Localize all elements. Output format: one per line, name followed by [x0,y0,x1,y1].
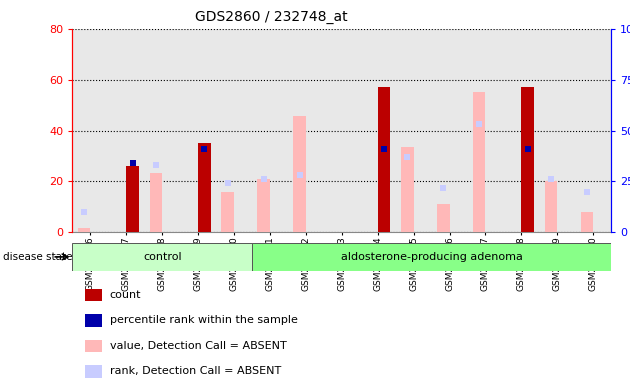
Text: percentile rank within the sample: percentile rank within the sample [110,315,297,325]
Bar [545,182,557,232]
Bar [581,212,593,232]
Bar [473,92,485,232]
Text: GDS2860 / 232748_at: GDS2860 / 232748_at [195,10,347,23]
Text: value, Detection Call = ABSENT: value, Detection Call = ABSENT [110,341,287,351]
Bar [85,339,102,352]
Bar [521,87,534,232]
Bar [252,243,611,271]
Bar [72,243,252,271]
Bar [401,147,413,232]
Bar [258,179,270,232]
Bar [78,228,91,232]
Text: control: control [143,252,181,262]
Bar [437,204,449,232]
Text: rank, Detection Call = ABSENT: rank, Detection Call = ABSENT [110,366,281,376]
Bar [150,173,163,232]
Text: count: count [110,290,141,300]
Bar [198,143,210,232]
Text: aldosterone-producing adenoma: aldosterone-producing adenoma [341,252,522,262]
Bar [85,365,102,378]
Bar [85,314,102,327]
Bar [377,87,390,232]
Bar [126,166,139,232]
Bar [85,289,102,301]
Bar [222,192,234,232]
Text: disease state: disease state [3,252,72,262]
Bar [294,116,306,232]
